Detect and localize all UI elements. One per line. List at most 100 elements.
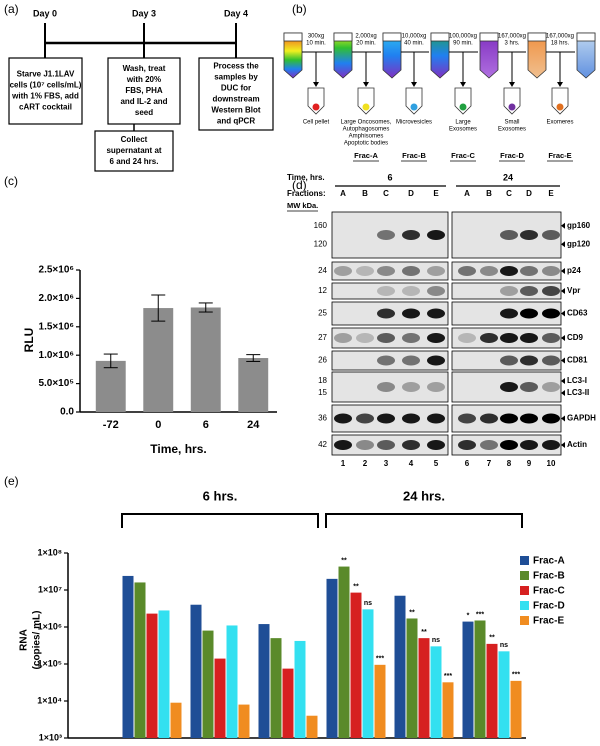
arrow-head <box>313 82 319 87</box>
fraction-label: Frac-E <box>548 151 571 160</box>
pellet <box>508 103 516 111</box>
fraction-label: Frac-B <box>402 151 426 160</box>
product-label: Exosomes <box>449 127 477 133</box>
lane-label: B <box>362 189 368 198</box>
blot-band <box>427 230 445 240</box>
pellet <box>312 103 320 111</box>
protein-label: LC3-I <box>567 376 587 385</box>
protein-label: Vpr <box>567 286 580 295</box>
lane-label: A <box>464 189 470 198</box>
significance: ** <box>421 629 427 636</box>
blot-band <box>377 230 395 240</box>
mw-value: 25 <box>318 309 327 318</box>
mw-value: 42 <box>318 440 327 449</box>
blot-band <box>480 333 498 343</box>
blot-band <box>542 266 560 276</box>
pointer <box>561 241 565 248</box>
blot-band <box>427 413 445 424</box>
speed-label: 20 min. <box>356 41 376 47</box>
lane-number: 1 <box>341 459 346 468</box>
blot-band <box>356 413 374 424</box>
legend-swatch <box>520 616 529 625</box>
step-text: with 20% <box>126 75 161 84</box>
product-label: Large Oncosomes, <box>341 120 392 126</box>
day-label: Day 4 <box>224 8 248 18</box>
bar <box>122 575 134 738</box>
x-tick-label: 6 <box>203 419 209 431</box>
significance: ** <box>409 609 415 616</box>
group-label: 6 hrs. <box>203 488 238 503</box>
panel-label: (b) <box>292 2 307 16</box>
arrow-head <box>460 82 466 87</box>
tube-top <box>576 32 596 42</box>
blot-band <box>377 266 395 276</box>
panel-label: (e) <box>4 474 19 488</box>
speed-label: 2,000xg <box>355 34 376 40</box>
arrow <box>401 51 415 84</box>
panel-label: (a) <box>4 2 19 16</box>
speed-label: 40 min. <box>404 41 424 47</box>
lane-label: E <box>548 189 554 198</box>
y-tick-label: 2.0×10⁶ <box>39 293 74 304</box>
lane-number: 2 <box>363 459 368 468</box>
blot-band <box>377 413 395 424</box>
bar <box>270 638 282 738</box>
bar <box>406 618 418 738</box>
step-box <box>198 57 274 131</box>
significance: ** <box>489 635 495 642</box>
blot-band <box>542 382 560 392</box>
arrow <box>498 51 513 84</box>
blot-band <box>542 230 560 240</box>
legend-label: Frac-A <box>533 556 565 567</box>
step-text: FBS, PHA <box>125 86 163 95</box>
step-text: Starve J1.1LAV <box>17 70 75 79</box>
significance: *** <box>512 672 520 679</box>
arrow-head <box>557 82 563 87</box>
bar <box>326 578 338 738</box>
legend-swatch <box>520 556 529 565</box>
bar <box>430 646 442 738</box>
blot-band <box>402 266 420 276</box>
product-label: Amphisomes <box>349 134 384 140</box>
arrow-head <box>363 82 369 87</box>
blot-band <box>500 308 518 319</box>
product-label: Autophagosomes <box>343 127 390 133</box>
bar <box>282 668 294 738</box>
legend-label: Frac-D <box>533 601 565 612</box>
product-label: Large <box>455 120 471 126</box>
lane-number: 7 <box>487 459 492 468</box>
significance: ** <box>341 557 347 564</box>
blot-band <box>402 230 420 240</box>
product-label: Cell pellet <box>303 120 330 126</box>
blot-band <box>427 308 445 319</box>
product-label: Apoptotic bodies <box>344 141 388 147</box>
group-label: 24 hrs. <box>403 488 445 503</box>
fraction-label: Frac-D <box>500 151 524 160</box>
arrow <box>449 51 464 84</box>
y-tick-label: 1.5×10⁶ <box>39 321 74 332</box>
blot-band <box>480 440 498 450</box>
fractions-label: Fractions: <box>287 189 326 198</box>
y-tick-label: 1×10³ <box>39 732 62 742</box>
lane-number: 3 <box>384 459 389 468</box>
bar <box>394 595 406 738</box>
blot-band <box>402 308 420 319</box>
blot-band <box>402 286 420 296</box>
pointer <box>561 357 565 364</box>
blot-band <box>377 355 395 366</box>
legend-swatch <box>520 601 529 610</box>
bar <box>362 609 374 738</box>
lane-label: E <box>433 189 439 198</box>
bar <box>498 651 510 738</box>
bar <box>95 360 126 412</box>
significance: *** <box>444 673 452 680</box>
mw-value: 27 <box>318 333 327 342</box>
bar <box>510 680 522 738</box>
blot-band <box>480 266 498 276</box>
y-tick-label: 1×10⁵ <box>38 658 63 668</box>
pointer <box>561 268 565 274</box>
protein-label: p24 <box>567 266 581 275</box>
y-tick-label: 5.0×10⁵ <box>38 378 74 389</box>
pointer <box>561 222 565 229</box>
protein-label: Actin <box>567 440 587 449</box>
